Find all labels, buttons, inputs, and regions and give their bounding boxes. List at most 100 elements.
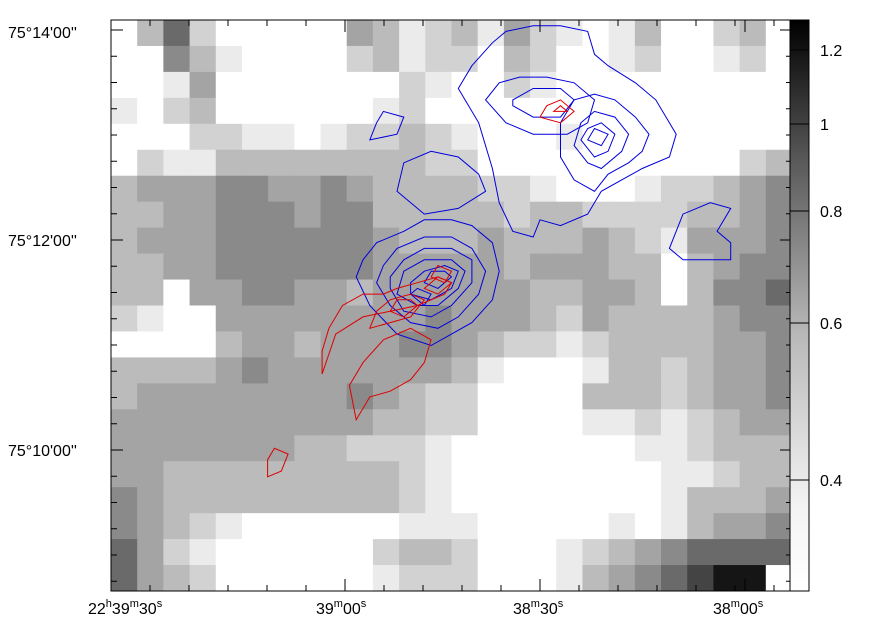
heatmap-cell xyxy=(268,71,295,99)
heatmap-cell xyxy=(739,279,767,307)
heatmap-cell xyxy=(687,513,715,540)
heatmap-cell xyxy=(163,383,191,410)
heatmap-cell xyxy=(530,175,557,203)
heatmap-cell xyxy=(268,20,295,47)
heatmap-cell xyxy=(713,461,741,488)
heatmap-cell xyxy=(163,513,191,540)
heatmap-cell xyxy=(608,357,636,384)
heatmap-cell xyxy=(346,513,374,540)
heatmap-cell xyxy=(137,331,164,358)
heatmap-cell xyxy=(582,305,610,333)
heatmap-cell xyxy=(241,71,269,99)
heatmap-cell xyxy=(111,149,138,177)
contour-line xyxy=(389,247,473,318)
heatmap-cell xyxy=(451,357,479,384)
heatmap-cell xyxy=(399,513,426,540)
heatmap-cell xyxy=(713,253,741,281)
y-tick-label: 75°14'00'' xyxy=(8,25,77,42)
heatmap-cell xyxy=(713,123,741,151)
heatmap-cell xyxy=(451,71,479,99)
heatmap-cell xyxy=(399,97,426,125)
heatmap-cell xyxy=(582,487,610,514)
x-tick-label: 38m00s xyxy=(713,598,764,618)
heatmap-cell xyxy=(346,45,374,73)
heatmap-cell xyxy=(582,357,610,384)
heatmap-cell xyxy=(713,45,741,73)
heatmap-cell xyxy=(346,331,374,358)
heatmap-cell xyxy=(739,565,767,591)
heatmap-cell xyxy=(477,565,505,591)
colorbar-tick-label: 0.4 xyxy=(820,473,842,490)
heatmap-cell xyxy=(268,513,295,540)
heatmap-cell xyxy=(661,409,688,436)
heatmap-cell xyxy=(477,409,505,436)
heatmap-cell xyxy=(189,565,217,591)
heatmap-cell xyxy=(320,331,348,358)
heatmap-cell xyxy=(320,539,348,566)
heatmap-cell xyxy=(765,487,792,514)
heatmap-cell xyxy=(137,149,164,177)
heatmap-cell xyxy=(661,357,688,384)
heatmap-cell xyxy=(582,123,610,151)
heatmap-cell xyxy=(268,435,295,462)
heatmap-cell xyxy=(765,71,792,99)
heatmap-cell xyxy=(241,409,269,436)
heatmap-cell xyxy=(477,513,505,540)
contour-line xyxy=(457,25,677,238)
heatmap-cell xyxy=(137,409,164,436)
heatmap-cell xyxy=(530,279,557,307)
heatmap-cell xyxy=(163,279,191,307)
heatmap-cell xyxy=(372,253,400,281)
heatmap-cell xyxy=(687,149,715,177)
heatmap-cell xyxy=(425,383,453,410)
heatmap-cell xyxy=(503,20,531,47)
heatmap-cell xyxy=(268,383,295,410)
heatmap-cell xyxy=(503,409,531,436)
heatmap-cell xyxy=(608,149,636,177)
heatmap-cell xyxy=(530,357,557,384)
heatmap-cell xyxy=(320,97,348,125)
heatmap-cell xyxy=(765,175,792,203)
heatmap-cell xyxy=(189,20,217,47)
heatmap-cell xyxy=(661,305,688,333)
heatmap-cell xyxy=(503,305,531,333)
heatmap-cell xyxy=(399,487,426,514)
heatmap-cell xyxy=(268,331,295,358)
heatmap-cell xyxy=(713,331,741,358)
heatmap-cell xyxy=(451,383,479,410)
heatmap-cell xyxy=(320,383,348,410)
colorbar-ticks xyxy=(790,49,809,481)
heatmap-cell xyxy=(346,539,374,566)
heatmap-cell xyxy=(163,45,191,73)
heatmap-cell xyxy=(608,253,636,281)
heatmap-cell xyxy=(582,435,610,462)
heatmap-cell xyxy=(661,97,688,125)
heatmap-cell xyxy=(661,539,688,566)
heatmap-cell xyxy=(268,305,295,333)
heatmap-cell xyxy=(425,149,453,177)
heatmap-cell xyxy=(425,175,453,203)
heatmap-cell xyxy=(687,201,715,229)
heatmap-cell xyxy=(556,357,584,384)
heatmap-cell xyxy=(530,71,557,99)
heatmap-cell xyxy=(320,149,348,177)
heatmap-cell xyxy=(241,383,269,410)
heatmap-cell xyxy=(163,123,191,151)
heatmap-cell xyxy=(346,175,374,203)
heatmap-cell xyxy=(765,227,792,255)
heatmap-cell xyxy=(765,123,792,151)
heatmap-cell xyxy=(556,279,584,307)
heatmap-cell xyxy=(241,461,269,488)
heatmap-cell xyxy=(451,227,479,255)
heatmap-cell xyxy=(372,565,400,591)
heatmap-cell xyxy=(372,227,400,255)
heatmap-cell xyxy=(739,149,767,177)
heatmap-cell xyxy=(530,513,557,540)
heatmap-cell xyxy=(556,253,584,281)
heatmap-cell xyxy=(163,461,191,488)
heatmap-cell xyxy=(530,409,557,436)
heatmap-cell xyxy=(425,357,453,384)
heatmap-cell xyxy=(399,45,426,73)
heatmap-cell xyxy=(477,487,505,514)
